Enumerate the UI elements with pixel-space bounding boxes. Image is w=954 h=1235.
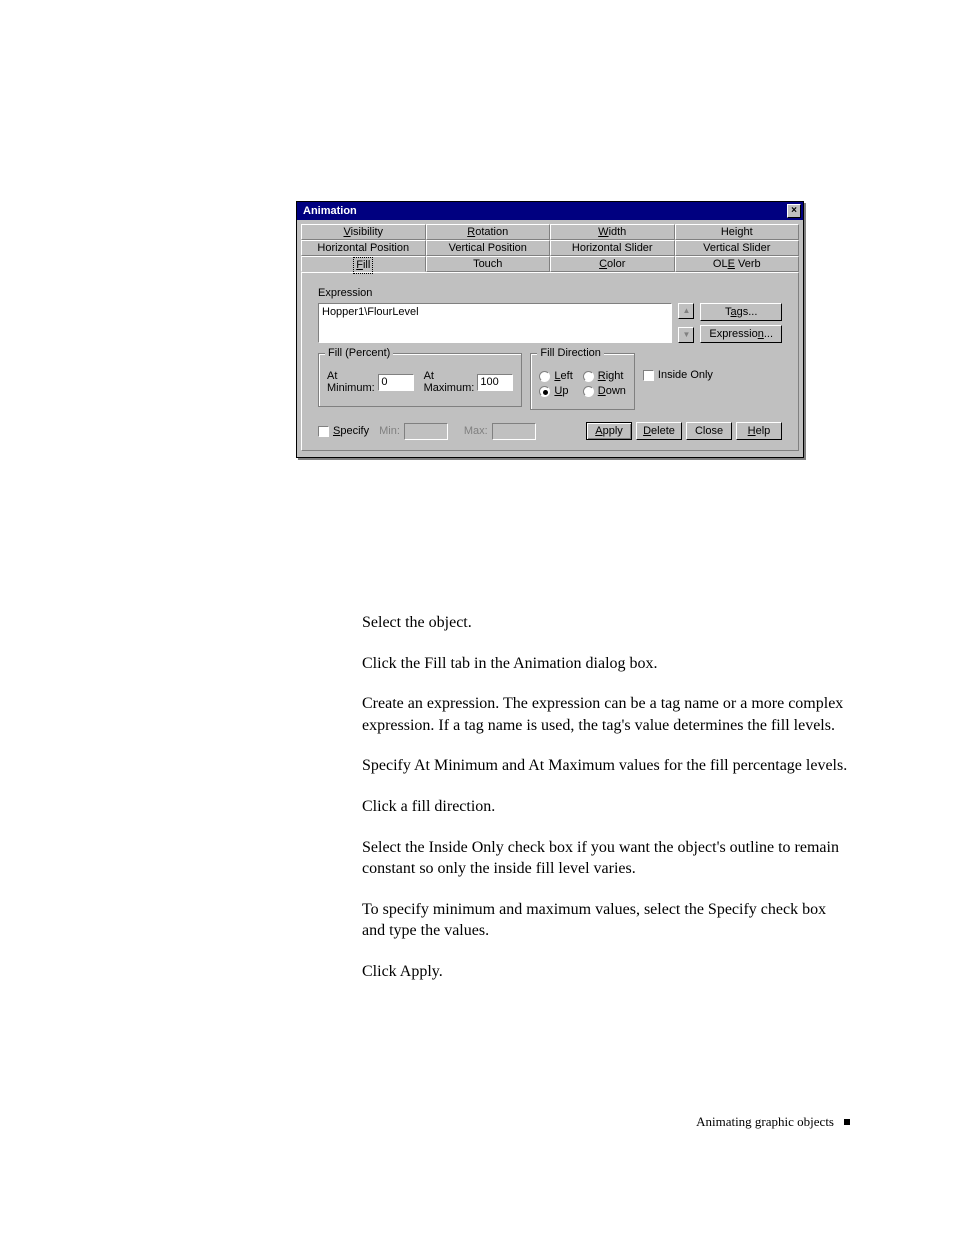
step-3: Create an expression. The expression can… [362,693,852,736]
close-icon[interactable]: × [787,204,801,218]
help-button[interactable]: Help [736,422,782,440]
step-7: To specify minimum and maximum values, s… [362,899,852,942]
tab-rotation[interactable]: Rotation [426,224,551,240]
bottom-row: Specify Min: Max: Apply Delete Close Hel… [318,422,782,440]
expression-label: Expression [318,287,782,299]
footer-text: Animating graphic objects [696,1114,834,1130]
tab-visibility[interactable]: Visibility [301,224,426,240]
tab-color[interactable]: Color [550,256,675,272]
tab-horizontal-slider[interactable]: Horizontal Slider [550,240,675,256]
tab-horizontal-position[interactable]: Horizontal Position [301,240,426,256]
tab-vertical-position[interactable]: Vertical Position [426,240,551,256]
tab-touch[interactable]: Touch [426,256,551,272]
page: Animation × Visibility Rotation Width He… [0,0,954,1235]
fill-direction-legend: Fill Direction [537,347,604,359]
at-maximum-input[interactable] [477,374,513,391]
expression-input[interactable]: Hopper1\FlourLevel [318,303,672,343]
inside-only-checkbox[interactable]: Inside Only [643,369,782,381]
at-minimum-label: At Minimum: [327,370,375,394]
at-minimum-input[interactable] [378,374,414,391]
radio-right[interactable]: Right [583,370,626,382]
min-label: Min: [379,425,400,437]
close-button[interactable]: Close [686,422,732,440]
footer-square-icon [844,1119,850,1125]
tab-row-2: Horizontal Position Vertical Position Ho… [301,240,799,256]
specify-checkbox[interactable]: Specify [318,425,369,437]
tab-panel-fill: Expression Hopper1\FlourLevel ▲ ▼ Tags..… [301,272,799,451]
delete-button[interactable]: Delete [636,422,682,440]
inside-only-label: Inside Only [658,369,713,381]
step-5: Click a fill direction. [362,796,852,818]
at-maximum-label: At Maximum: [424,370,475,394]
scroll-buttons: ▲ ▼ [678,303,694,343]
dialog-body: Visibility Rotation Width Height Horizon… [297,220,803,457]
max-label: Max: [464,425,488,437]
expression-row: Hopper1\FlourLevel ▲ ▼ Tags... Expressio… [318,303,782,343]
tab-fill[interactable]: Fill [301,256,426,272]
tab-row-1: Visibility Rotation Width Height [301,224,799,240]
mid-row: Fill (Percent) At Minimum: At Maximum: F… [318,353,782,410]
step-2: Click the Fill tab in the Animation dial… [362,653,852,675]
tab-vertical-slider[interactable]: Vertical Slider [675,240,800,256]
tags-button[interactable]: Tags... [700,303,782,321]
scroll-down-icon[interactable]: ▼ [678,327,694,343]
min-input [404,423,448,440]
dialog-title: Animation [303,205,357,217]
step-4: Specify At Minimum and At Maximum values… [362,755,852,777]
tab-container: Visibility Rotation Width Height Horizon… [301,224,799,451]
step-8: Click Apply. [362,961,852,983]
tab-ole-verb[interactable]: OLE Verb [675,256,800,272]
fill-direction-group: Fill Direction Left Right Up Down [530,353,635,410]
fill-percent-group: Fill (Percent) At Minimum: At Maximum: [318,353,522,407]
tab-width[interactable]: Width [550,224,675,240]
expression-side-buttons: Tags... Expression... [700,303,782,343]
tab-row-3: Fill Touch Color OLE Verb [301,256,799,272]
title-bar: Animation × [297,202,803,220]
instruction-text: Select the object. Click the Fill tab in… [362,612,852,1002]
tab-height[interactable]: Height [675,224,800,240]
step-6: Select the Inside Only check box if you … [362,837,852,880]
animation-dialog: Animation × Visibility Rotation Width He… [296,201,804,458]
page-footer: Animating graphic objects [696,1114,850,1130]
step-1: Select the object. [362,612,852,634]
radio-left[interactable]: Left [539,370,572,382]
radio-down[interactable]: Down [583,385,626,397]
max-input [492,423,536,440]
fill-percent-legend: Fill (Percent) [325,347,393,359]
scroll-up-icon[interactable]: ▲ [678,303,694,319]
radio-up[interactable]: Up [539,385,572,397]
apply-button[interactable]: Apply [586,422,632,440]
button-row: Apply Delete Close Help [586,422,782,440]
expression-button[interactable]: Expression... [700,325,782,343]
